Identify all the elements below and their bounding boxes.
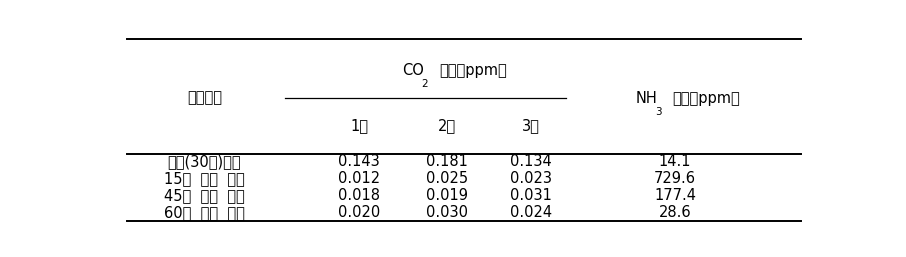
- Text: 부숙기간: 부숙기간: [187, 91, 222, 106]
- Text: 초기(30분)측정: 초기(30분)측정: [168, 154, 241, 169]
- Text: 3회: 3회: [522, 118, 540, 133]
- Text: 15일  경과  퇴비: 15일 경과 퇴비: [164, 171, 245, 186]
- Text: 0.024: 0.024: [510, 205, 552, 220]
- Text: 14.1: 14.1: [659, 154, 691, 169]
- Text: 60일  경과  퇴비: 60일 경과 퇴비: [164, 205, 245, 220]
- Text: 0.030: 0.030: [426, 205, 467, 220]
- Text: 0.134: 0.134: [510, 154, 552, 169]
- Text: 1회: 1회: [350, 118, 368, 133]
- Text: CO: CO: [402, 63, 424, 78]
- Text: 농도（ppm）: 농도（ppm）: [439, 63, 507, 78]
- Text: 0.143: 0.143: [338, 154, 380, 169]
- Text: 0.012: 0.012: [338, 171, 380, 186]
- Text: 0.025: 0.025: [426, 171, 467, 186]
- Text: 3: 3: [656, 107, 662, 117]
- Text: 0.031: 0.031: [510, 188, 552, 203]
- Text: 0.181: 0.181: [426, 154, 467, 169]
- Text: 28.6: 28.6: [659, 205, 691, 220]
- Text: 0.018: 0.018: [338, 188, 380, 203]
- Text: 729.6: 729.6: [654, 171, 696, 186]
- Text: 0.023: 0.023: [510, 171, 552, 186]
- Text: 농도（ppm）: 농도（ppm）: [672, 91, 740, 106]
- Text: 0.020: 0.020: [338, 205, 381, 220]
- Text: NH: NH: [636, 91, 658, 106]
- Text: 2회: 2회: [438, 118, 456, 133]
- Text: 177.4: 177.4: [654, 188, 696, 203]
- Text: 2: 2: [421, 79, 428, 89]
- Text: 45일  경과  퇴비: 45일 경과 퇴비: [164, 188, 245, 203]
- Text: 0.019: 0.019: [426, 188, 467, 203]
